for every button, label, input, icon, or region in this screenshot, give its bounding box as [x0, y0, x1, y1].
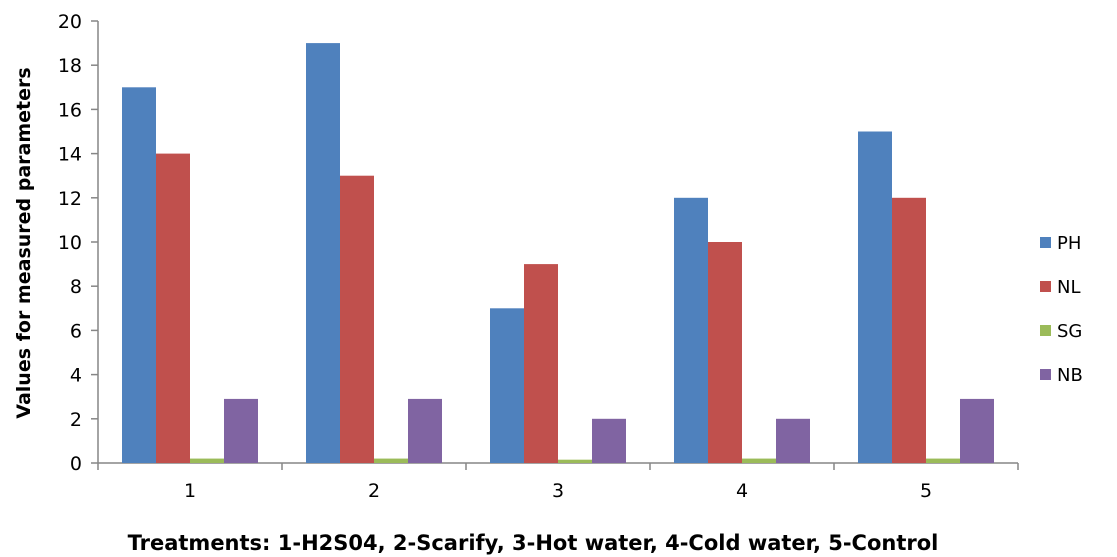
bar-sg-1	[190, 458, 224, 463]
bar-ph-5	[858, 131, 892, 463]
bar-nb-3	[592, 418, 626, 463]
bar-sg-5	[926, 458, 960, 463]
bar-ph-1	[122, 87, 156, 464]
bar-ph-4	[674, 197, 708, 464]
y-tick-label: 4	[70, 365, 82, 387]
y-tick-label: 8	[70, 276, 82, 298]
legend-label-sg: SG	[1057, 321, 1082, 342]
y-axis-label: Values for measured parameters	[13, 67, 35, 418]
legend-label-nb: NB	[1057, 365, 1083, 386]
bar-nl-4	[708, 242, 742, 463]
bar-sg-4	[742, 458, 776, 463]
x-tick-label: 1	[184, 480, 196, 502]
x-tick-label: 5	[920, 480, 932, 502]
y-tick-label: 2	[70, 409, 82, 431]
legend-label-nl: NL	[1057, 277, 1081, 298]
x-tick-label: 4	[736, 480, 748, 502]
y-tick-label: 0	[70, 453, 82, 475]
bar-nl-2	[340, 175, 374, 463]
legend-swatch-sg	[1040, 325, 1051, 336]
bar-nl-1	[156, 153, 190, 463]
bar-nl-3	[524, 264, 558, 463]
y-tick-label: 10	[58, 232, 82, 254]
x-axis-label: Treatments: 1-H2S04, 2-Scarify, 3-Hot wa…	[128, 531, 939, 555]
bar-nb-1	[224, 398, 258, 463]
legend-swatch-nl	[1040, 281, 1051, 292]
bar-sg-2	[374, 458, 408, 463]
bar-nl-5	[892, 197, 926, 464]
legend-swatch-nb	[1040, 369, 1051, 380]
bar-ph-2	[306, 43, 340, 463]
legend-swatch-ph	[1040, 237, 1051, 248]
y-tick-label: 16	[58, 99, 82, 121]
y-tick-label: 18	[58, 55, 82, 77]
x-tick-label: 2	[368, 480, 380, 502]
bar-sg-3	[558, 459, 592, 463]
x-tick-label: 3	[552, 480, 564, 502]
y-axis: 0 2 4 6 8 10 12 14 16 18 20	[58, 11, 99, 475]
bar-ph-3	[490, 308, 524, 463]
bar-nb-2	[408, 398, 442, 463]
bar-nb-4	[776, 418, 810, 463]
y-tick-label: 20	[58, 11, 82, 33]
bars	[122, 43, 994, 464]
legend-label-ph: PH	[1057, 233, 1081, 254]
y-tick-label: 14	[58, 144, 82, 166]
legend: PH NL SG NB	[1040, 233, 1083, 386]
y-tick-label: 6	[70, 320, 82, 342]
bar-nb-5	[960, 398, 994, 463]
x-axis: 1 2 3 4 5	[97, 462, 1019, 502]
y-tick-label: 12	[58, 188, 82, 210]
